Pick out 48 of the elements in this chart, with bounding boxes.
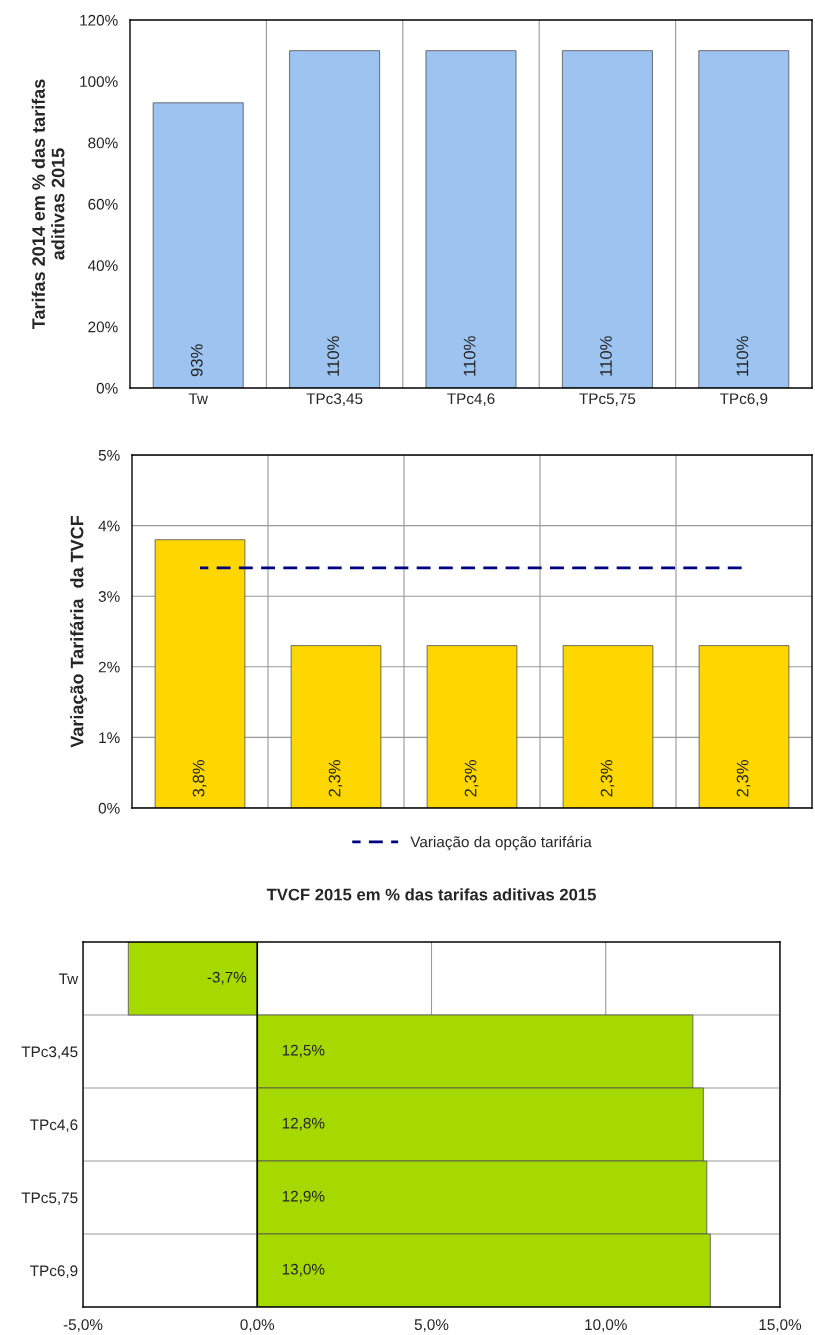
x-tick-label: TPc4,6 bbox=[447, 393, 495, 406]
y-tick-label: TPc4,6 bbox=[30, 1119, 78, 1132]
y-tick-label: 5% bbox=[98, 449, 120, 461]
x-tick-label: 5,0% bbox=[414, 1319, 449, 1332]
x-tick-label: 15,0% bbox=[759, 1319, 802, 1332]
y-tick-label: 3% bbox=[98, 591, 120, 602]
y-tick-label: 40% bbox=[87, 260, 118, 272]
x-tick-label: TPc6,9 bbox=[719, 393, 768, 406]
data-label: 110% bbox=[600, 336, 612, 376]
data-label: 3,8% bbox=[192, 760, 207, 797]
x-tick-label: TPc3,45 bbox=[306, 393, 363, 406]
y-tick-label: 1% bbox=[99, 732, 120, 744]
x-tick-label: Tw bbox=[188, 393, 208, 404]
data-label: 110% bbox=[327, 336, 340, 376]
data-label: 110% bbox=[736, 336, 749, 376]
data-label: 2,3% bbox=[328, 760, 343, 797]
x-tick-label: 10,0% bbox=[585, 1319, 627, 1332]
y-tick-label: 60% bbox=[88, 198, 118, 210]
y-tick-label: 4% bbox=[98, 520, 120, 532]
y-tick-label: 80% bbox=[88, 137, 118, 149]
data-label: 2,3% bbox=[464, 760, 479, 797]
data-label: 2,3% bbox=[600, 760, 615, 797]
x-tick-label: -5,0% bbox=[63, 1319, 103, 1332]
data-label: 12,9% bbox=[282, 1190, 325, 1204]
data-label: 110% bbox=[463, 336, 476, 376]
y-axis-title: Variação Tarifária da TVCF bbox=[70, 515, 87, 748]
y-tick-label: 20% bbox=[88, 321, 118, 333]
y-tick-label: TPc5,75 bbox=[21, 1192, 78, 1205]
data-label: 2,3% bbox=[736, 760, 751, 797]
y-tick-label: TPc3,45 bbox=[21, 1046, 78, 1059]
y-tick-label: 100% bbox=[80, 76, 118, 88]
y-axis-title: Tarifas 2014 em % das tarifas aditivas 2015 bbox=[31, 79, 65, 330]
legend-label: Variação da opção tarifária bbox=[410, 835, 592, 851]
y-tick-label: Tw bbox=[58, 973, 79, 985]
data-label: 93% bbox=[190, 344, 203, 377]
data-label: 13,0% bbox=[282, 1263, 325, 1277]
y-tick-label: 0% bbox=[98, 802, 120, 814]
bar bbox=[127, 942, 258, 1016]
data-label: 12,5% bbox=[282, 1044, 325, 1058]
y-tick-label: TPc6,9 bbox=[30, 1265, 78, 1278]
y-tick-label: 0% bbox=[96, 382, 118, 394]
y-tick-label: 2% bbox=[98, 661, 120, 673]
x-tick-label: 0,0% bbox=[240, 1319, 275, 1332]
chart-title: TVCF 2015 em % das tarifas aditivas 2015 bbox=[266, 888, 596, 901]
data-label: 12,8% bbox=[282, 1117, 325, 1131]
data-label: -3,7% bbox=[207, 971, 247, 985]
x-tick-label: TPc5,75 bbox=[579, 393, 636, 406]
y-tick-label: 120% bbox=[80, 14, 118, 26]
